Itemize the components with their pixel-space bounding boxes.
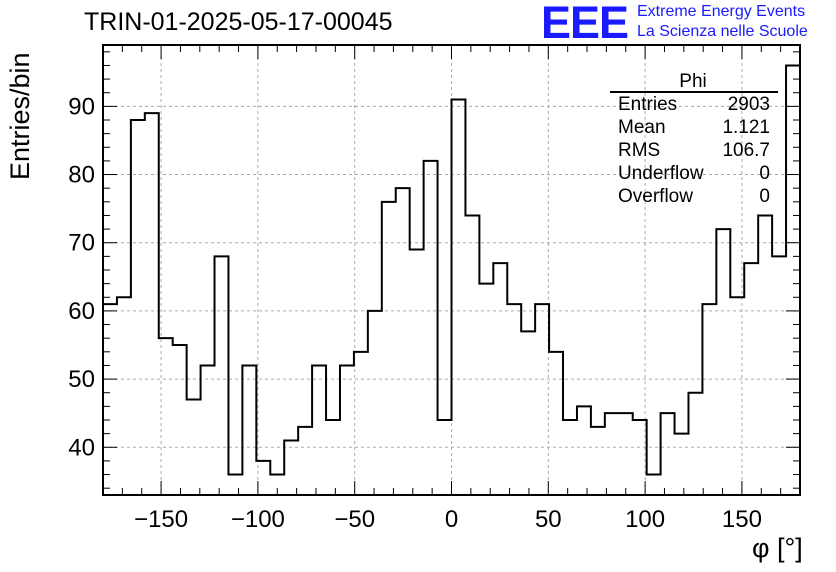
x-tick-label: −100 xyxy=(231,506,285,533)
y-tick-label: 50 xyxy=(68,366,95,393)
chart-title: TRIN-01-2025-05-17-00045 xyxy=(84,8,393,36)
axis-tick-labels: −150 −100 −50 0 50 100 150 40 50 60 70 80 90 xyxy=(68,93,762,533)
histogram-line xyxy=(102,64,801,495)
x-tick-label: 50 xyxy=(535,506,562,533)
stats-value: 0 xyxy=(759,186,770,207)
eee-logo: EEE xyxy=(541,0,629,48)
stats-value: 0 xyxy=(759,163,770,184)
y-axis-label: Entries/bin xyxy=(5,52,35,180)
y-tick-label: 60 xyxy=(68,298,95,325)
x-tick-label: −150 xyxy=(134,506,188,533)
y-tick-label: 80 xyxy=(68,162,95,189)
stats-label: Overflow xyxy=(618,186,693,207)
x-tick-label: 100 xyxy=(625,506,665,533)
stats-title: Phi xyxy=(679,71,706,92)
logo-caption: Extreme Energy Events La Scienza nelle S… xyxy=(637,2,808,42)
stats-label: Mean xyxy=(618,117,666,138)
x-tick-label: −50 xyxy=(334,506,375,533)
x-tick-label: 150 xyxy=(722,506,762,533)
stats-value: 106.7 xyxy=(722,140,770,161)
y-tick-label: 40 xyxy=(68,434,95,461)
y-tick-label: 70 xyxy=(68,230,95,257)
stats-box: Phi Entries 2903 Mean 1.121 RMS 106.7 Underflo… xyxy=(610,71,778,207)
logo-line-2: La Scienza nelle Scuole xyxy=(637,23,808,40)
y-tick-label: 90 xyxy=(68,93,95,120)
x-axis-label: φ [°] xyxy=(752,533,803,563)
x-tick-label: 0 xyxy=(445,506,458,533)
stats-value: 2903 xyxy=(728,94,770,115)
stats-value: 1.121 xyxy=(722,117,770,138)
axis-ticks xyxy=(102,45,801,495)
stats-label: Underflow xyxy=(618,163,704,184)
stats-label: RMS xyxy=(618,140,660,161)
logo-line-1: Extreme Energy Events xyxy=(637,3,806,20)
stats-label: Entries xyxy=(618,94,677,115)
